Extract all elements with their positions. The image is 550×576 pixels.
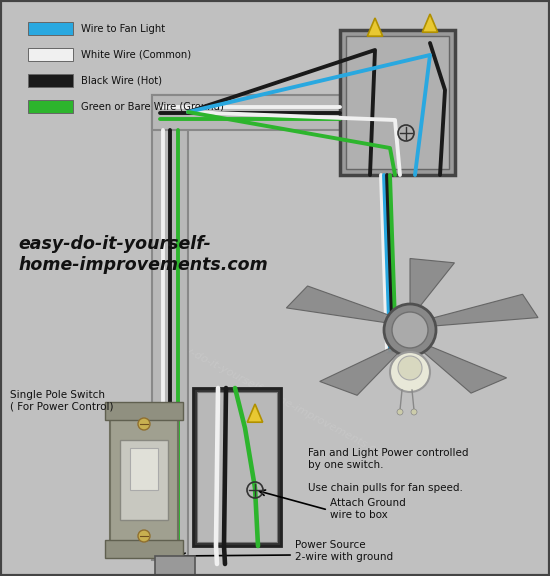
Text: Attach Ground
wire to box: Attach Ground wire to box [330, 498, 406, 520]
Text: Black Wire (Hot): Black Wire (Hot) [81, 75, 162, 85]
Text: Power Source
2-wire with ground: Power Source 2-wire with ground [295, 540, 393, 562]
Circle shape [398, 356, 422, 380]
Bar [197, 392, 277, 542]
Polygon shape [287, 286, 393, 323]
Bar [110, 410, 178, 550]
Polygon shape [420, 344, 507, 393]
Bar [120, 440, 168, 520]
Text: Single Pole Switch
( For Power Control): Single Pole Switch ( For Power Control) [10, 390, 113, 412]
Bar [105, 540, 183, 558]
Circle shape [397, 409, 403, 415]
Text: Wire to Fan Light: Wire to Fan Light [81, 24, 165, 33]
Circle shape [411, 409, 417, 415]
Bar [155, 556, 195, 576]
Polygon shape [422, 14, 438, 32]
Bar [152, 95, 188, 560]
Bar [28, 100, 73, 113]
Text: Green or Bare Wire (Ground): Green or Bare Wire (Ground) [81, 101, 224, 112]
Text: easy-do-it-yourself-home-improvements.com: easy-do-it-yourself-home-improvements.co… [167, 336, 393, 463]
Bar [130, 448, 158, 490]
Bar [28, 48, 73, 61]
Circle shape [392, 312, 428, 348]
Bar [340, 30, 455, 175]
Polygon shape [367, 18, 383, 36]
Polygon shape [429, 294, 538, 326]
Polygon shape [248, 404, 263, 422]
Bar [152, 95, 340, 130]
Circle shape [138, 530, 150, 542]
Text: White Wire (Common): White Wire (Common) [81, 50, 191, 59]
Bar [193, 388, 281, 546]
Polygon shape [320, 346, 401, 395]
Bar [346, 36, 449, 169]
Text: Fan and Light Power controlled
by one switch.

Use chain pulls for fan speed.: Fan and Light Power controlled by one sw… [308, 448, 469, 493]
Bar [28, 74, 73, 87]
Circle shape [390, 352, 430, 392]
Bar [105, 402, 183, 420]
Circle shape [384, 304, 436, 356]
Bar [28, 22, 73, 35]
Polygon shape [410, 259, 454, 309]
Text: easy-do-it-yourself-
home-improvements.com: easy-do-it-yourself- home-improvements.c… [18, 235, 268, 274]
Circle shape [138, 418, 150, 430]
